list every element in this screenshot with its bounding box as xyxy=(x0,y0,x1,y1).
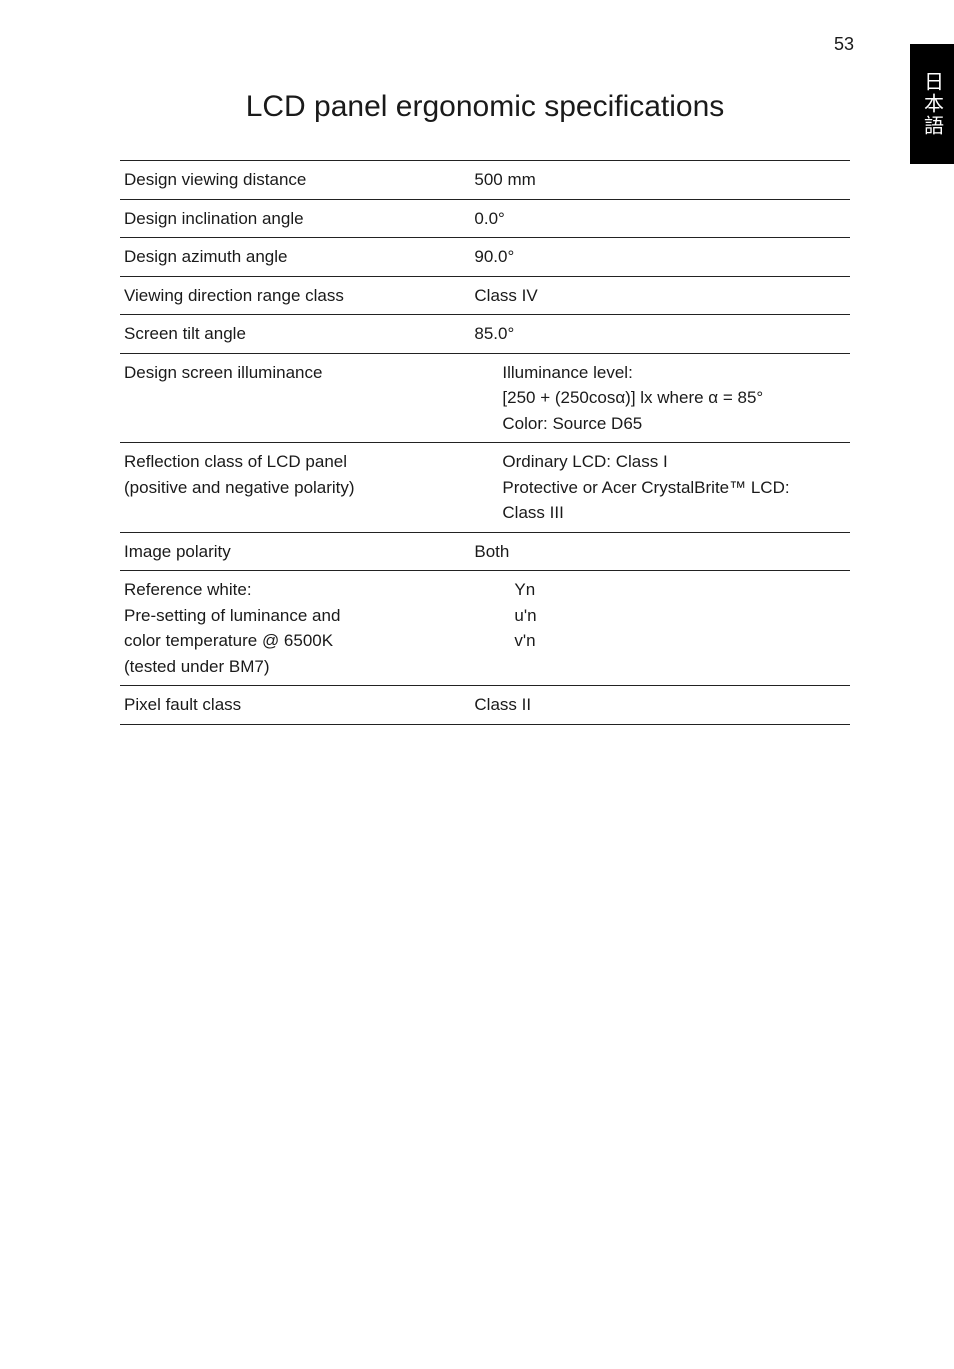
spec-value: Class IV xyxy=(470,276,850,315)
table-row: Image polarity Both xyxy=(120,532,850,571)
spec-value: 85.0° xyxy=(470,315,850,354)
spec-table: Design viewing distance 500 mm Design in… xyxy=(120,160,850,725)
spec-label-line: color temperature @ 6500K xyxy=(124,631,333,650)
table-row: Reflection class of LCD panel (positive … xyxy=(120,443,850,533)
spec-value-line: Color: Source D65 xyxy=(474,411,846,437)
spec-label-line: Reflection class of LCD panel xyxy=(124,452,347,471)
spec-value-line: Ordinary LCD: Class I xyxy=(474,449,846,475)
page-number: 53 xyxy=(834,34,854,55)
spec-value-line: [250 + (250cosα)] lx where α = 85° xyxy=(474,385,846,411)
table-row: Screen tilt angle 85.0° xyxy=(120,315,850,354)
language-tab: 日本語 xyxy=(910,44,954,164)
spec-value: Illuminance level: [250 + (250cosα)] lx … xyxy=(470,353,850,443)
table-row: Design azimuth angle 90.0° xyxy=(120,238,850,277)
content-area: LCD panel ergonomic specifications Desig… xyxy=(120,90,850,725)
spec-label: Pixel fault class xyxy=(120,686,470,725)
spec-label-line: (tested under BM7) xyxy=(124,657,270,676)
spec-value: Both xyxy=(470,532,850,571)
spec-label: Design viewing distance xyxy=(120,161,470,200)
table-row: Design inclination angle 0.0° xyxy=(120,199,850,238)
spec-value: 500 mm xyxy=(470,161,850,200)
spec-value-line: v'n xyxy=(474,628,846,654)
spec-label-line: Pre-setting of luminance and xyxy=(124,606,340,625)
spec-label: Screen tilt angle xyxy=(120,315,470,354)
page-title: LCD panel ergonomic specifications xyxy=(120,90,850,124)
spec-label-line: (positive and negative polarity) xyxy=(124,478,355,497)
spec-value: Class II xyxy=(470,686,850,725)
spec-value: Yn u'n v'n xyxy=(470,571,850,686)
spec-label-line: Reference white: xyxy=(124,580,252,599)
spec-label: Design screen illuminance xyxy=(120,353,470,443)
spec-label: Reflection class of LCD panel (positive … xyxy=(120,443,470,533)
table-row: Reference white: Pre-setting of luminanc… xyxy=(120,571,850,686)
spec-value-line: Illuminance level: xyxy=(474,360,846,386)
spec-value: 0.0° xyxy=(470,199,850,238)
table-row: Design viewing distance 500 mm xyxy=(120,161,850,200)
table-row: Design screen illuminance Illuminance le… xyxy=(120,353,850,443)
spec-value-line: Class III xyxy=(474,500,846,526)
spec-label: Design inclination angle xyxy=(120,199,470,238)
spec-value: 90.0° xyxy=(470,238,850,277)
table-row: Pixel fault class Class II xyxy=(120,686,850,725)
spec-label: Design azimuth angle xyxy=(120,238,470,277)
spec-value-line: Yn xyxy=(474,577,846,603)
table-row: Viewing direction range class Class IV xyxy=(120,276,850,315)
spec-value-line: u'n xyxy=(474,603,846,629)
spec-label: Viewing direction range class xyxy=(120,276,470,315)
spec-label: Image polarity xyxy=(120,532,470,571)
spec-value: Ordinary LCD: Class I Protective or Acer… xyxy=(470,443,850,533)
spec-label: Reference white: Pre-setting of luminanc… xyxy=(120,571,470,686)
spec-value-line: Protective or Acer CrystalBrite™ LCD: xyxy=(474,475,846,501)
